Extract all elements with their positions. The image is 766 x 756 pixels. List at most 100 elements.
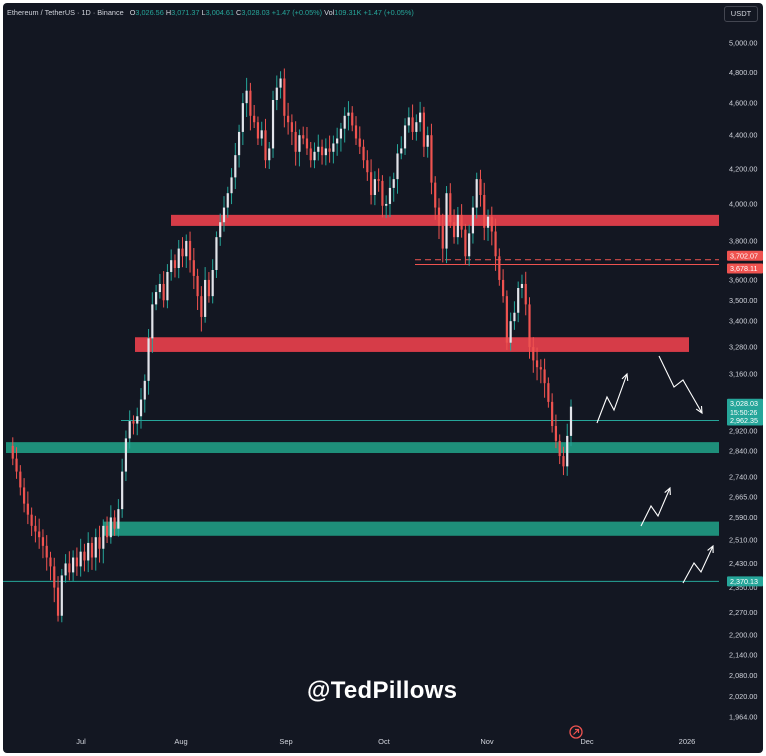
candle-body [215,237,218,270]
y-tick-label: 2,590.00 [729,513,757,522]
candle-body [490,216,493,232]
candle-body [15,458,18,472]
y-tick-label: 2,740.00 [729,472,757,481]
x-tick-label: Oct [378,737,391,746]
price-chart[interactable]: 5,000.00 4,800.00 4,600.00 4,400.00 4,200.00… [3,3,763,753]
candle-body [279,78,282,88]
candle-body [34,525,37,532]
candle-body [200,296,203,317]
candle-body [264,130,267,161]
y-tick-label: 4,400.00 [729,131,757,140]
candle-body [143,380,146,400]
candle-body [230,177,233,194]
low-label: L [201,8,206,17]
candle-body [400,148,403,154]
candle-body [204,279,207,317]
candle-body [72,557,75,573]
candle-body [445,193,448,249]
candle-body [505,296,508,343]
low-value: 3,004.61 [205,8,235,17]
x-tick-label: Sep [279,737,292,746]
price-tag [727,263,763,274]
candle-body [128,421,131,439]
candle-body [188,240,192,261]
candle-body [290,122,293,132]
candle-body [456,214,459,238]
symbol-name[interactable]: Ethereum / TetherUS · 1D · Binance [7,8,124,17]
y-tick-label: 2,200.00 [729,631,757,640]
candle-body [494,231,497,257]
y-tick-label: 3,600.00 [729,275,757,284]
x-tick-label: Dec [580,737,594,746]
x-tick-label: Aug [174,737,187,746]
close-value: 3,028.03 [241,8,270,17]
candle-body [498,256,501,280]
green-zone [103,521,719,536]
candle-body [517,288,520,313]
candle-body [486,216,490,228]
candle-body [464,229,467,257]
tradingview-logo-icon[interactable] [569,725,583,739]
y-tick-label: 1,964.00 [729,713,757,722]
candle-body [45,545,48,558]
candle-body [105,525,109,538]
candle-body [558,440,561,457]
candle-body [87,542,90,561]
candle-body [366,160,369,173]
arrow-head [707,544,714,554]
candle-body [415,122,418,132]
price-axis[interactable]: 5,000.00 4,800.00 4,600.00 4,400.00 4,200.00… [729,39,757,722]
candle-body [309,148,312,161]
candle-body [151,304,154,339]
arrow-head [664,486,671,496]
candle-body [441,225,444,249]
candle-body [430,135,433,183]
candle-body [75,557,78,567]
time-axis[interactable]: Jul Aug Sep Oct Nov Dec 2026 [76,737,695,746]
candle-body [117,509,120,529]
candle-body [422,112,425,147]
candle-body [241,103,244,132]
candle-body [358,138,361,147]
candle-body [98,537,101,549]
candle-body [339,128,343,139]
arrow-path [658,355,703,414]
candle-body [369,172,373,195]
candle-body [11,445,14,459]
candle-body [162,283,165,301]
candle-body [245,90,248,104]
candle-body [562,456,565,467]
candle-body [177,248,180,269]
candle-body [60,575,63,616]
x-tick-label: 2026 [679,737,696,746]
red-zone [171,214,719,226]
candle-body [22,487,26,504]
candle-body [434,182,437,208]
y-tick-label: 2,840.00 [729,446,757,455]
symbol-header[interactable]: Ethereum / TetherUS · 1D · Binance O3,02… [7,8,414,17]
candle-body [351,112,354,126]
zones [6,214,719,536]
y-tick-label: 2,350.00 [729,583,757,592]
candle-body [237,131,241,156]
y-tick-label: 2,080.00 [729,671,757,680]
chart-frame: 5,000.00 4,800.00 4,600.00 4,400.00 4,200.00… [3,3,763,753]
price-tag [727,398,763,419]
candle-body [437,207,441,226]
candle-body [475,179,478,208]
open-value: 3,026.56 [135,8,164,17]
candle-body [483,194,486,228]
candle-body [426,135,429,147]
candle-body [94,537,97,558]
y-tick-label: 2,270.00 [729,608,757,617]
price-tag [727,576,763,587]
currency-button[interactable]: USDT [724,6,758,22]
candle-body [181,248,184,257]
candle-body [509,321,512,343]
price-tag [727,415,763,426]
y-tick-label: 4,600.00 [729,99,757,108]
candle-body [554,426,558,441]
y-tick-label: 4,800.00 [729,68,757,77]
candle-body [38,531,41,538]
red-zone [135,337,689,352]
